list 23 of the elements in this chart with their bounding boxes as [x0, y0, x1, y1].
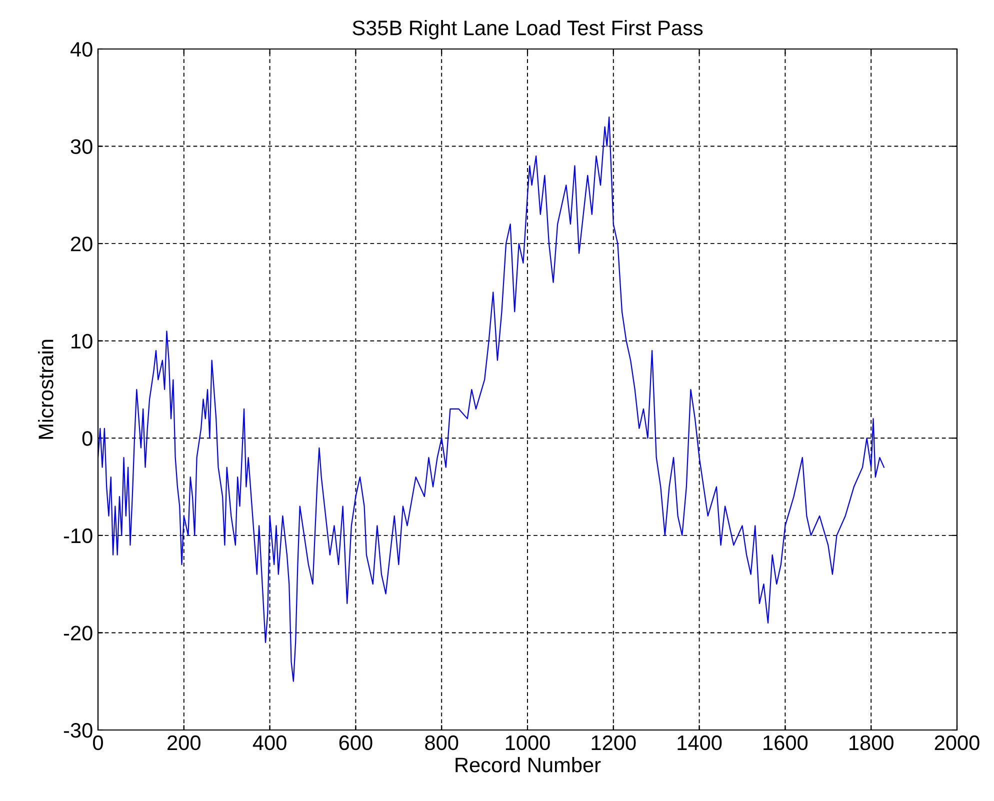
- chart-title: S35B Right Lane Load Test First Pass: [352, 20, 703, 40]
- x-tick-label: 600: [339, 735, 372, 750]
- y-tick-label: -20: [64, 626, 92, 640]
- y-tick-label: -10: [64, 528, 92, 544]
- x-tick-label: 2000: [934, 735, 980, 750]
- x-tick-label: 1800: [850, 735, 894, 750]
- x-tick-label: 200: [168, 735, 200, 750]
- x-tick-label: 1400: [678, 735, 722, 750]
- y-tick-label: 10: [72, 334, 92, 349]
- x-tick-label: 400: [252, 735, 286, 750]
- y-axis-title: Microstrain: [38, 340, 54, 439]
- y-tick-label: 30: [70, 139, 92, 154]
- x-tick-label: 800: [425, 735, 458, 750]
- x-tick-label: 1000: [506, 735, 550, 750]
- line-series: [98, 116, 885, 682]
- y-tick-label: 20: [71, 236, 92, 252]
- x-tick-label: 1200: [592, 735, 636, 750]
- x-tick-label: 1600: [764, 735, 808, 750]
- x-axis-title: Record Number: [456, 757, 601, 772]
- y-tick-label: 40: [70, 42, 92, 57]
- y-tick-label: -30: [64, 723, 92, 738]
- y-tick-label: 0: [82, 431, 92, 446]
- x-tick-label: 0: [93, 735, 103, 750]
